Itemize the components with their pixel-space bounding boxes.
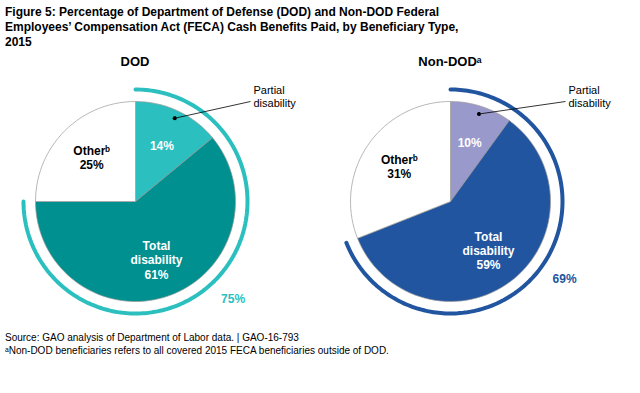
html-text:Source: GAO analysis of Depart: Source: GAO analysis of Department of La… <box>5 332 299 343</box>
svg-text:14%: 14% <box>150 139 174 153</box>
svg-text:69%: 69% <box>553 272 577 286</box>
svg-text:75%: 75% <box>221 292 245 306</box>
html-text:Non-DODᵃ: Non-DODᵃ <box>418 54 482 69</box>
svg-text:Partialdisability: Partialdisability <box>254 84 297 109</box>
html-text:ᵃNon-DOD beneficiaries refers: ᵃNon-DOD beneficiaries refers to all cov… <box>5 345 389 356</box>
svg-text:Totaldisability61%: Totaldisability61% <box>130 239 182 282</box>
html-text:DOD: DOD <box>120 54 150 69</box>
svg-text:Otherᵇ31%: Otherᵇ31% <box>381 153 418 181</box>
svg-text:Partialdisability: Partialdisability <box>569 84 612 109</box>
html-text:Figure 5: Percentage of Depart: Figure 5: Percentage of Department of De… <box>5 5 459 49</box>
svg-text:Totaldisability59%: Totaldisability59% <box>462 230 514 273</box>
svg-text:Otherᵇ25%: Otherᵇ25% <box>73 144 110 172</box>
svg-text:10%: 10% <box>458 136 482 150</box>
